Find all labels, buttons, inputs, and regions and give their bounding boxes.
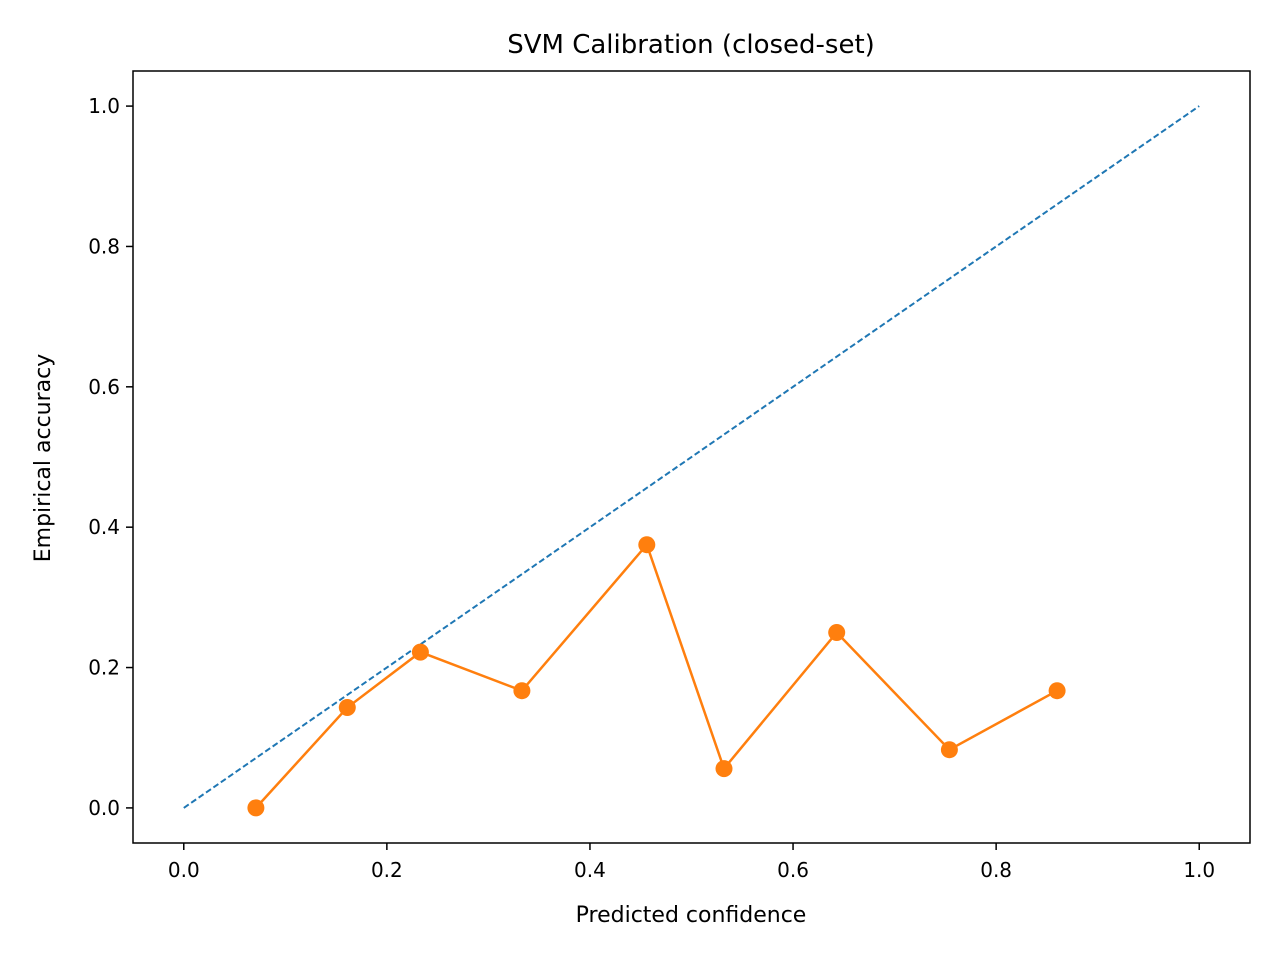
x-tick-label: 1.0 xyxy=(1183,858,1215,882)
svm-point-9 xyxy=(1048,682,1066,700)
svm-point-1 xyxy=(247,799,265,817)
svm-point-2 xyxy=(338,699,356,716)
y-tick-label: 1.0 xyxy=(88,94,120,118)
x-tick-label: 0.4 xyxy=(574,858,606,882)
x-tick-label: 0.8 xyxy=(980,858,1012,882)
y-tick-label: 0.2 xyxy=(88,656,120,680)
svm-point-6 xyxy=(715,760,733,778)
y-axis: 0.0 0.2 0.4 0.6 0.8 1.0 xyxy=(88,94,133,820)
y-tick-label: 0.4 xyxy=(88,515,120,539)
plot-area xyxy=(183,105,1200,817)
perfect-calibration-line xyxy=(183,105,1200,809)
svm-point-7 xyxy=(828,624,846,641)
y-tick-label: 0.8 xyxy=(88,234,120,258)
svm-point-5 xyxy=(638,536,656,554)
svm-point-8 xyxy=(940,741,958,759)
y-tick-label: 0.6 xyxy=(88,375,120,399)
x-tick-label: 0.0 xyxy=(168,858,200,882)
x-axis-label: Predicted confidence xyxy=(576,903,807,928)
y-tick-label: 0.0 xyxy=(88,796,120,820)
y-axis-label: Empirical accuracy xyxy=(31,354,56,563)
axes-frame xyxy=(132,70,1251,844)
x-tick-label: 0.6 xyxy=(777,858,809,882)
svm-point-4 xyxy=(513,682,531,700)
chart-title: SVM Calibration (closed-set) xyxy=(507,30,875,60)
x-axis: 0.0 0.2 0.4 0.6 0.8 1.0 xyxy=(168,843,1215,882)
x-tick-label: 0.2 xyxy=(371,858,403,882)
svm-point-3 xyxy=(411,643,429,661)
